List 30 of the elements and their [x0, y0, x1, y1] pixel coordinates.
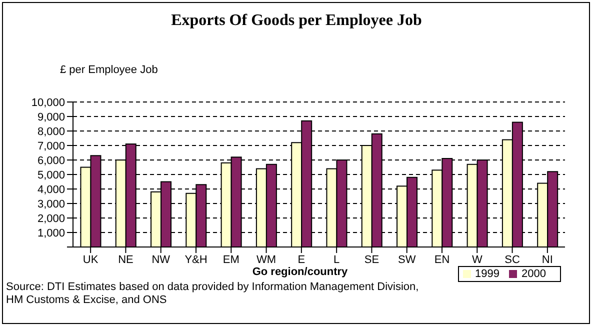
x-tick-label: WM — [256, 254, 276, 266]
x-tick-label: UK — [82, 254, 99, 266]
y-tick-label: 8,000 — [37, 126, 65, 138]
y-tick-label: 6,000 — [37, 154, 65, 167]
x-axis-title: Go region/country — [251, 266, 349, 278]
y-tick-label: 1,000 — [37, 227, 65, 240]
x-tick-label: SC — [504, 254, 520, 266]
y-tick-label: 5,000 — [37, 169, 65, 182]
x-tick-label: NW — [152, 254, 171, 266]
x-tick-label: SE — [364, 254, 380, 266]
x-tick-label: EM — [222, 254, 240, 266]
y-axis-title: £ per Employee Job — [60, 64, 158, 76]
source-note: Source: DTI Estimates based on data provided by Information Management Division, HM Customs & Excise, and ONS — [6, 281, 420, 307]
y-tick-label: 9,000 — [37, 111, 65, 124]
y-tick-label: 10,000 — [31, 96, 65, 109]
x-tick-label: L — [334, 254, 340, 266]
y-tick-label: 4,000 — [37, 184, 65, 196]
x-tick-label: Y&H — [184, 254, 208, 266]
legend-label: 2000 — [521, 268, 546, 280]
x-tick-label: NI — [542, 254, 553, 266]
chart-title: Exports Of Goods per Employee Job — [170, 12, 423, 30]
y-tick-label: 7,000 — [37, 140, 65, 152]
legend-label: 1999 — [475, 268, 500, 280]
y-tick-label: 3,000 — [37, 198, 65, 210]
x-tick-label: NE — [118, 254, 134, 266]
x-tick-label: EN — [434, 254, 450, 266]
x-tick-label: SW — [398, 254, 416, 266]
x-tick-label: E — [298, 254, 306, 266]
y-tick-label: 2,000 — [37, 212, 65, 225]
x-tick-label: W — [472, 254, 483, 266]
